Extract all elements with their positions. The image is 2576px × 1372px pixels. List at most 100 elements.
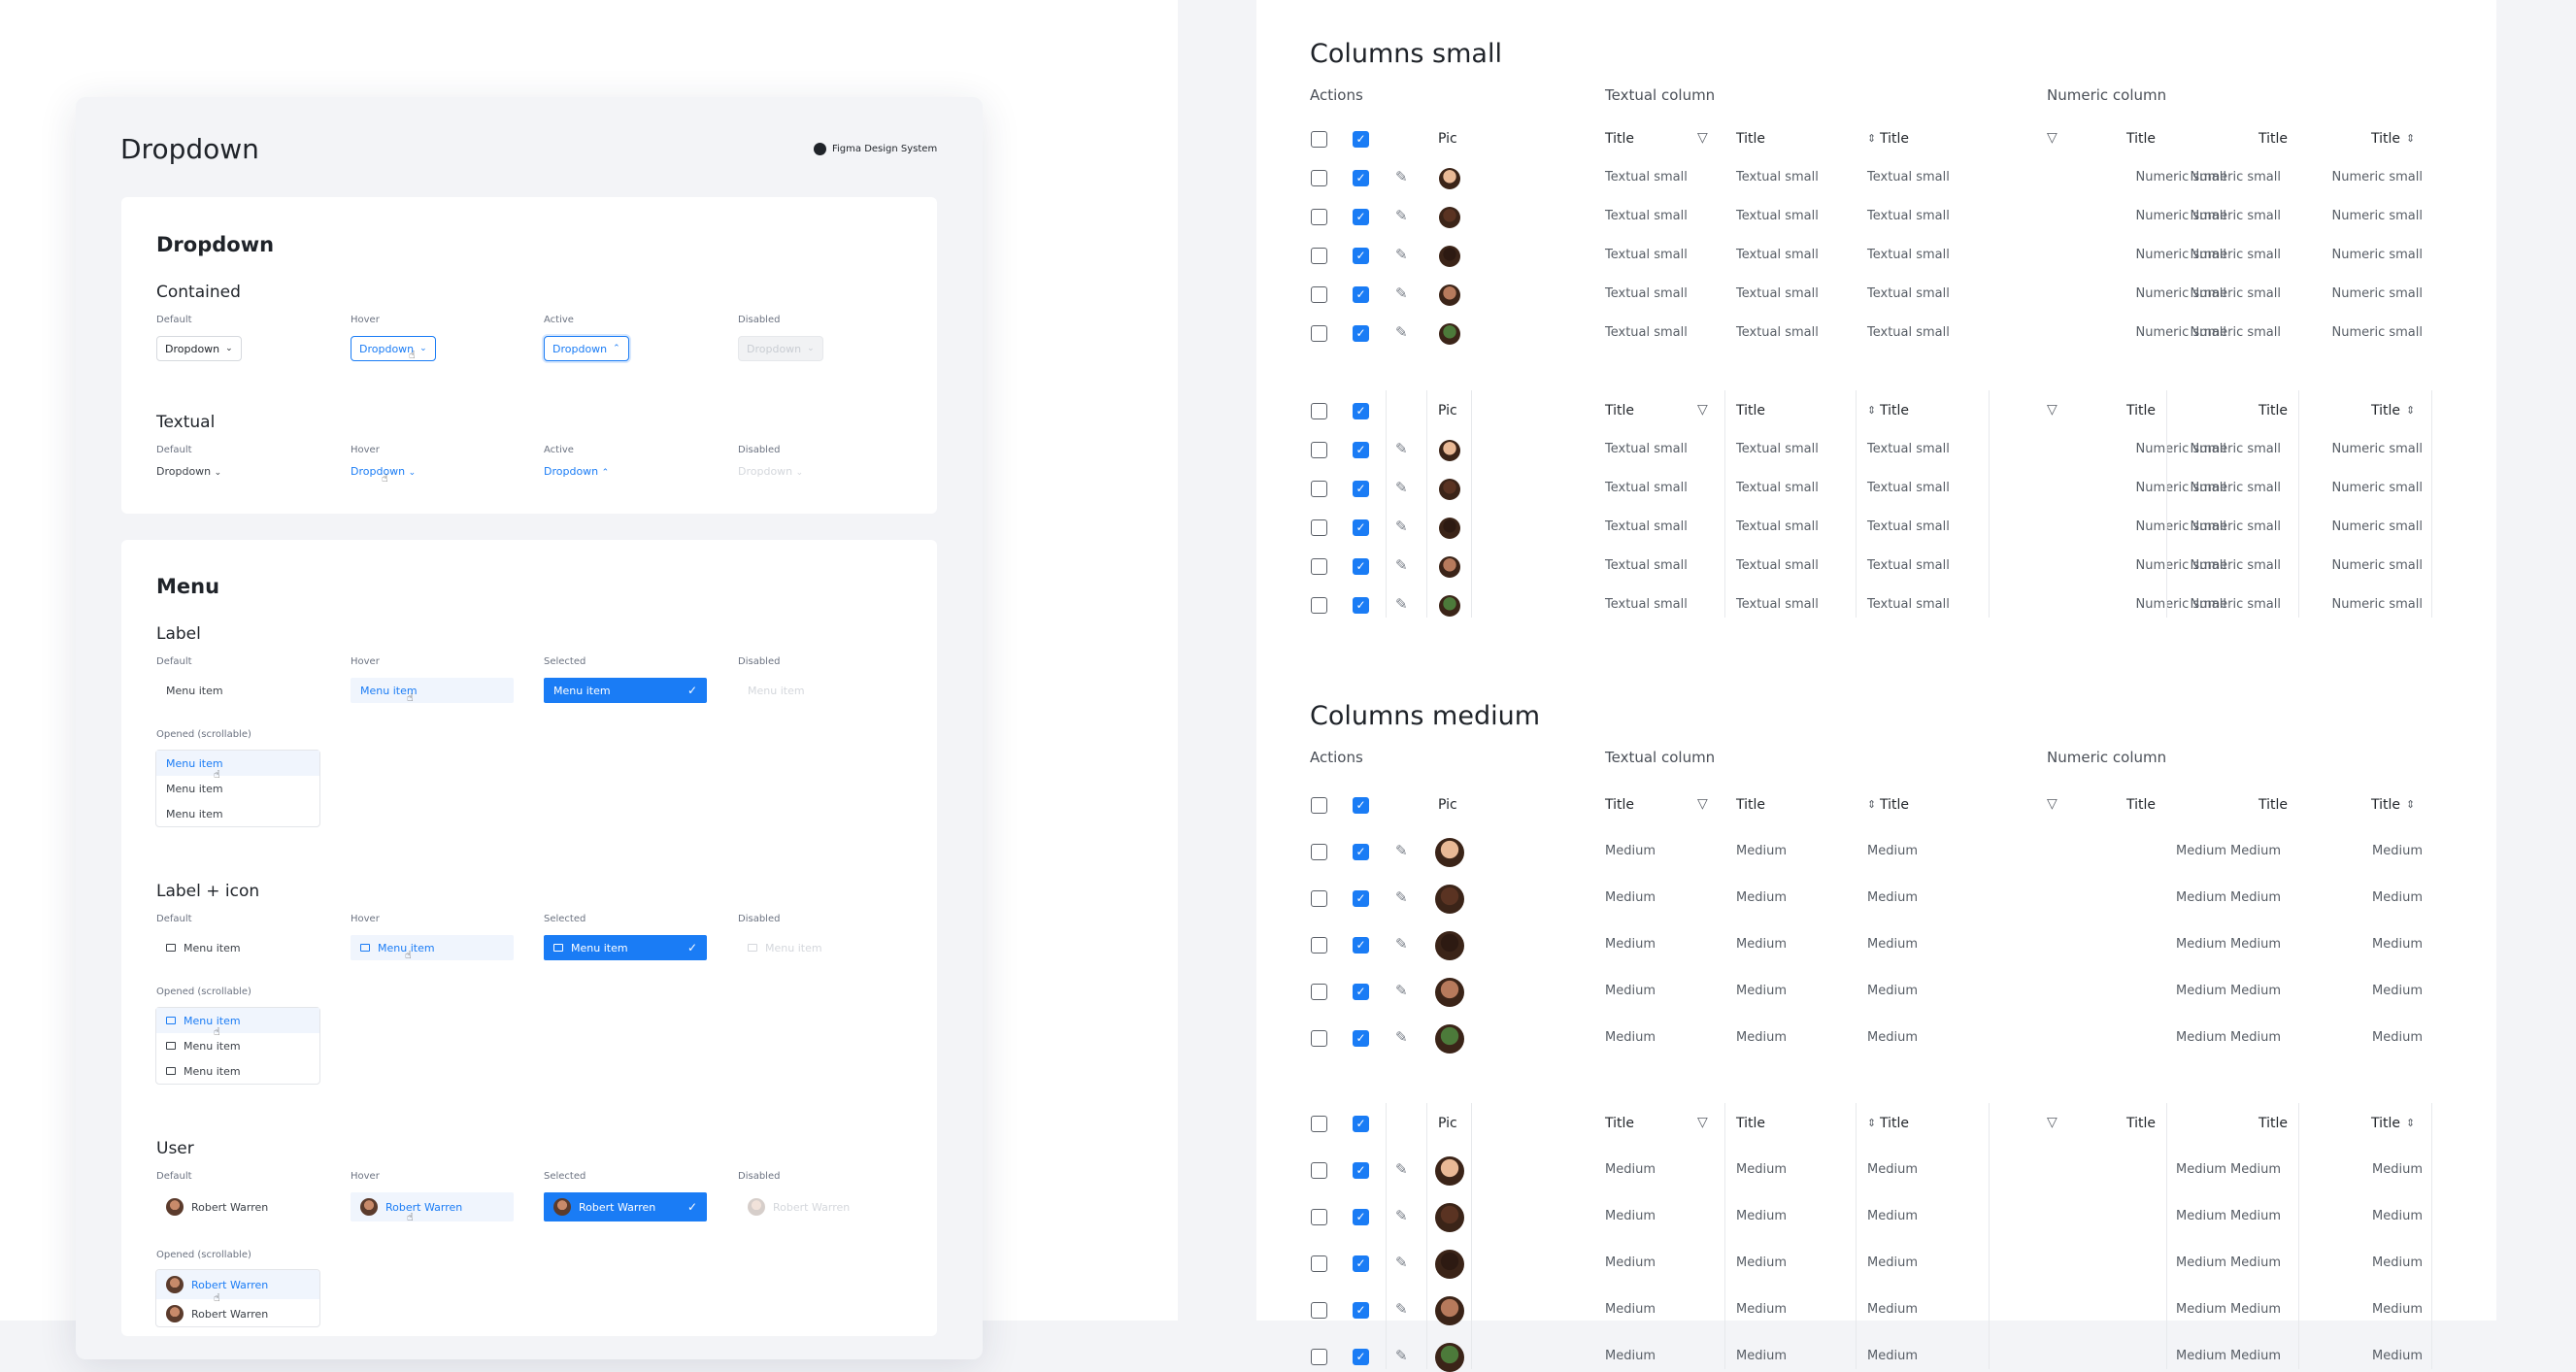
row-checkbox-checked[interactable]: ✓ <box>1353 1349 1369 1365</box>
row-checkbox[interactable] <box>1311 519 1327 536</box>
text-dropdown-active[interactable]: Dropdown ⌃ <box>544 465 610 478</box>
header-title[interactable]: Title <box>1736 797 1766 813</box>
header-title[interactable]: Title <box>2258 797 2289 813</box>
row-checkbox-checked[interactable]: ✓ <box>1353 1302 1369 1319</box>
row-checkbox-checked[interactable]: ✓ <box>1353 481 1369 497</box>
header-title[interactable]: Title <box>1605 403 1635 418</box>
row-checkbox-checked[interactable]: ✓ <box>1353 170 1369 186</box>
header-title[interactable]: Title <box>2371 797 2401 813</box>
header-title[interactable]: Title <box>2258 403 2289 418</box>
row-checkbox-checked[interactable]: ✓ <box>1353 519 1369 536</box>
sort-icon[interactable]: ⇕ <box>1867 798 1877 811</box>
list-item[interactable]: Menu item <box>156 1058 319 1084</box>
row-checkbox-checked[interactable]: ✓ <box>1353 1255 1369 1272</box>
row-checkbox-checked[interactable]: ✓ <box>1353 844 1369 860</box>
edit-pencil-icon[interactable]: ✎ <box>1395 207 1408 224</box>
row-checkbox[interactable] <box>1311 209 1327 225</box>
header-title[interactable]: Title <box>2126 1116 2157 1131</box>
list-item[interactable]: Robert Warren <box>156 1270 319 1299</box>
header-title[interactable]: Title <box>1605 797 1635 813</box>
select-all-checkbox[interactable] <box>1311 131 1327 148</box>
header-title[interactable]: Title <box>2371 131 2401 147</box>
row-checkbox[interactable] <box>1311 937 1327 954</box>
header-title[interactable]: Title <box>2126 797 2157 813</box>
edit-pencil-icon[interactable]: ✎ <box>1395 1254 1408 1271</box>
row-checkbox-checked[interactable]: ✓ <box>1353 558 1369 575</box>
dropdown-hover[interactable]: Dropdown ⌄ <box>351 336 436 361</box>
select-checkbox[interactable]: ✓ <box>1353 797 1369 814</box>
menu-icon-item-hover[interactable]: Menu item <box>351 935 514 960</box>
edit-pencil-icon[interactable]: ✎ <box>1395 556 1408 574</box>
header-title[interactable]: Title <box>1736 1116 1766 1131</box>
edit-pencil-icon[interactable]: ✎ <box>1395 168 1408 185</box>
header-title[interactable]: Title <box>1880 1116 1910 1131</box>
edit-pencil-icon[interactable]: ✎ <box>1395 1207 1408 1224</box>
row-checkbox-checked[interactable]: ✓ <box>1353 984 1369 1000</box>
list-item[interactable]: Menu item <box>166 807 223 820</box>
edit-pencil-icon[interactable]: ✎ <box>1395 595 1408 613</box>
row-checkbox[interactable] <box>1311 442 1327 458</box>
row-checkbox[interactable] <box>1311 1030 1327 1047</box>
list-item[interactable]: Robert Warren <box>156 1299 319 1326</box>
row-checkbox[interactable] <box>1311 1349 1327 1365</box>
edit-pencil-icon[interactable]: ✎ <box>1395 246 1408 263</box>
row-checkbox[interactable] <box>1311 984 1327 1000</box>
filter-icon[interactable]: ▽ <box>1697 402 1708 418</box>
row-checkbox-checked[interactable]: ✓ <box>1353 442 1369 458</box>
edit-pencil-icon[interactable]: ✎ <box>1395 842 1408 859</box>
header-title[interactable]: Title <box>1736 131 1766 147</box>
edit-pencil-icon[interactable]: ✎ <box>1395 284 1408 302</box>
edit-pencil-icon[interactable]: ✎ <box>1395 888 1408 906</box>
row-checkbox-checked[interactable]: ✓ <box>1353 248 1369 264</box>
row-checkbox[interactable] <box>1311 597 1327 614</box>
list-item[interactable]: Menu item <box>156 751 319 776</box>
select-checkbox[interactable]: ✓ <box>1353 1116 1369 1132</box>
filter-icon[interactable]: ▽ <box>2047 1115 2057 1130</box>
edit-pencil-icon[interactable]: ✎ <box>1395 1300 1408 1318</box>
row-checkbox[interactable] <box>1311 1162 1327 1179</box>
header-title[interactable]: Title <box>1880 403 1910 418</box>
row-checkbox-checked[interactable]: ✓ <box>1353 937 1369 954</box>
edit-pencil-icon[interactable]: ✎ <box>1395 440 1408 457</box>
filter-icon[interactable]: ▽ <box>2047 796 2057 812</box>
row-checkbox[interactable] <box>1311 558 1327 575</box>
edit-pencil-icon[interactable]: ✎ <box>1395 518 1408 535</box>
row-checkbox[interactable] <box>1311 1209 1327 1225</box>
menu-icon-item-default[interactable]: Menu item <box>156 935 319 960</box>
dropdown-default[interactable]: Dropdown ⌄ <box>156 336 242 361</box>
header-title[interactable]: Title <box>1605 131 1635 147</box>
row-checkbox[interactable] <box>1311 325 1327 342</box>
sort-icon[interactable]: ⇕ <box>2406 1117 2416 1129</box>
header-title[interactable]: Title <box>2258 1116 2289 1131</box>
menu-item-hover[interactable]: Menu item <box>351 678 514 703</box>
sort-icon[interactable]: ⇕ <box>2406 132 2416 145</box>
header-title[interactable]: Title <box>2258 131 2289 147</box>
row-checkbox[interactable] <box>1311 1255 1327 1272</box>
sort-icon[interactable]: ⇕ <box>1867 132 1877 145</box>
edit-pencil-icon[interactable]: ✎ <box>1395 479 1408 496</box>
header-title[interactable]: Title <box>1880 797 1910 813</box>
header-title[interactable]: Title <box>1880 131 1910 147</box>
sort-icon[interactable]: ⇕ <box>1867 1117 1877 1129</box>
row-checkbox-checked[interactable]: ✓ <box>1353 1030 1369 1047</box>
row-checkbox-checked[interactable]: ✓ <box>1353 1209 1369 1225</box>
filter-icon[interactable]: ▽ <box>2047 130 2057 146</box>
select-all-checkbox[interactable] <box>1311 797 1327 814</box>
row-checkbox-checked[interactable]: ✓ <box>1353 597 1369 614</box>
row-checkbox[interactable] <box>1311 170 1327 186</box>
header-title[interactable]: Title <box>2371 403 2401 418</box>
row-checkbox-checked[interactable]: ✓ <box>1353 209 1369 225</box>
select-all-checkbox[interactable] <box>1311 1116 1327 1132</box>
text-dropdown-default[interactable]: Dropdown ⌄ <box>156 465 222 478</box>
user-item-default[interactable]: Robert Warren <box>156 1192 319 1221</box>
header-title[interactable]: Title <box>2371 1116 2401 1131</box>
filter-icon[interactable]: ▽ <box>2047 402 2057 418</box>
row-checkbox-checked[interactable]: ✓ <box>1353 1162 1369 1179</box>
filter-icon[interactable]: ▽ <box>1697 1115 1708 1130</box>
user-item-hover[interactable]: Robert Warren <box>351 1192 514 1221</box>
select-all-checkbox[interactable] <box>1311 403 1327 419</box>
header-title[interactable]: Title <box>1736 403 1766 418</box>
row-checkbox-checked[interactable]: ✓ <box>1353 325 1369 342</box>
select-checkbox[interactable]: ✓ <box>1353 131 1369 148</box>
header-title[interactable]: Title <box>1605 1116 1635 1131</box>
